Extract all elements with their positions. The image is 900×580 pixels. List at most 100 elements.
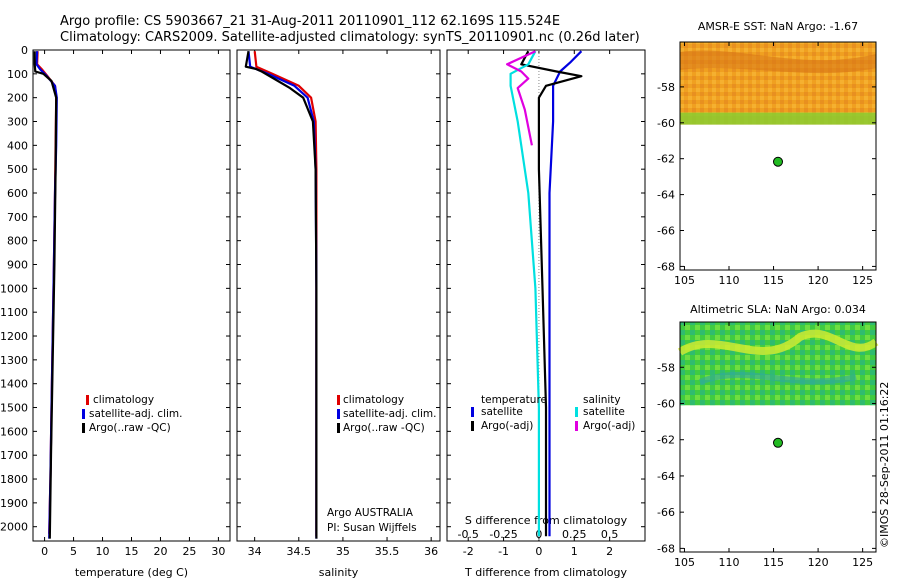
x-axis-label: temperature (deg C) [75,566,188,579]
plot-frame [446,49,646,542]
legend-label: satellite-adj. clim. [343,408,436,420]
s-tick-label: -0.25 [489,528,517,541]
legend-swatch-climatology [86,395,89,405]
map-title: AMSR-E SST: NaN Argo: -1.67 [698,20,858,33]
series-line-temperature-argo-adj [520,50,583,537]
plot-frame [236,49,441,542]
x-tick-label: 1 [571,545,578,558]
y-tick-label: 1300 [0,354,28,367]
salinity-legend: climatology satellite-adj. clim. Argo(..… [327,394,436,534]
legend-label: Argo(..raw -QC) [343,422,425,434]
y-tick-label: -64 [657,470,675,483]
x-tick-label: 35.5 [375,545,400,558]
y-tick-label: -68 [657,260,675,273]
y-tick-label: 700 [7,211,28,224]
legend-label: satellite [481,406,523,418]
y-tick-label: 1700 [0,449,28,462]
y-tick-label: 1000 [0,282,28,295]
header-line-2: Climatology: CARS2009. Satellite-adjuste… [60,30,640,45]
y-tick-label: 500 [7,163,28,176]
map-texture [677,329,879,356]
x-tick-label: 35 [336,545,350,558]
series-line-salinity-argo-adj [506,50,536,146]
legend-swatch-s-argo [575,421,578,431]
y-tick-label: 1200 [0,330,28,343]
legend-title-salinity: salinity [583,394,621,406]
argo-owner-text: Argo AUSTRALIA [327,507,414,519]
x-tick-label: 105 [674,274,695,287]
difference-legend: temperature salinity satellite Argo(-adj… [471,394,635,432]
y-tick-label: 600 [7,187,28,200]
x-tick-label: 20 [153,545,167,558]
y-tick-label: 2000 [0,521,28,534]
y-tick-label: -64 [657,189,675,202]
y-tick-label: 200 [7,92,28,105]
x-tick-label: 2 [606,545,613,558]
series-line-satellite-adj-clim [247,51,318,539]
legend-label: satellite-adj. clim. [89,408,182,420]
x-tick-label: 110 [719,274,740,287]
legend-swatch-s-satellite [575,407,578,417]
argo-pi-text: PI: Susan Wijffels [327,522,417,534]
map-title: Altimetric SLA: NaN Argo: 0.034 [690,303,866,316]
x-axis-label: T difference from climatology [464,566,627,579]
x-tick-label: 125 [852,274,873,287]
y-tick-label: 800 [7,235,28,248]
legend-swatch-t-argo [471,421,474,431]
series-line-temperature-satellite [548,50,583,537]
y-tick-label: 0 [21,44,28,57]
float-position-marker [773,156,783,167]
x-tick-label: 36 [424,545,438,558]
y-tick-label: -58 [657,81,675,94]
legend-swatch-t-satellite [471,407,474,417]
temperature-legend: climatology satellite-adj. clim. Argo(..… [82,394,182,434]
y-tick-label: -66 [657,225,675,238]
legend-swatch-argo [337,423,340,433]
y-tick-label: 1100 [0,306,28,319]
x-tick-label: 34.5 [287,545,312,558]
y-tick-label: -60 [657,397,675,410]
x-tick-label: 120 [808,274,829,287]
y-tick-label: -62 [657,153,675,166]
x-axis-label: salinity [319,566,359,579]
map-frame [679,321,877,553]
y-tick-label: 1400 [0,378,28,391]
y-tick-label: 1600 [0,425,28,438]
y-tick-label: 1900 [0,497,28,510]
legend-label: climatology [93,394,154,406]
x-tick-label: 0 [41,545,48,558]
map-data-field [680,322,876,406]
legend-label: Argo(-adj) [481,420,533,432]
x-tick-label: 34 [248,545,262,558]
temperature-panel: 0 5 10 15 20 25 300100200300400500600700800900… [0,44,231,579]
legend-swatch-satellite [337,409,340,419]
series-line-climatology [253,51,318,537]
legend-label: Argo(..raw -QC) [89,422,171,434]
x-tick-label: 120 [808,556,829,569]
x-tick-label: 15 [125,545,139,558]
x-tick-label: 115 [763,556,784,569]
y-tick-label: -60 [657,117,675,130]
x-tick-label: 105 [674,556,695,569]
x-tick-label: 25 [182,545,196,558]
x-tick-label: 115 [763,274,784,287]
series-line-argo-raw-qc [33,51,58,539]
legend-swatch-satellite [82,409,85,419]
x-tick-label: 110 [719,556,740,569]
y-tick-label: 300 [7,116,28,129]
sst-map-panel: AMSR-E SST: NaN Argo: -1.67 105 110 115 120 1… [657,20,877,287]
salinity-panel: 34 34.5 35 35.5 36 salinity [236,49,441,579]
legend-title-temperature: temperature [481,394,547,406]
series-line-argo-raw-qc [244,51,318,539]
x-tick-label: 5 [70,545,77,558]
legend-label: climatology [343,394,404,406]
legend-label: satellite [583,406,625,418]
y-tick-label: 1800 [0,473,28,486]
x-tick-label: -1 [498,545,509,558]
legend-label: Argo(-adj) [583,420,635,432]
x-tick-label: 10 [96,545,110,558]
map-texture [698,371,857,385]
y-tick-label: -62 [657,434,675,447]
